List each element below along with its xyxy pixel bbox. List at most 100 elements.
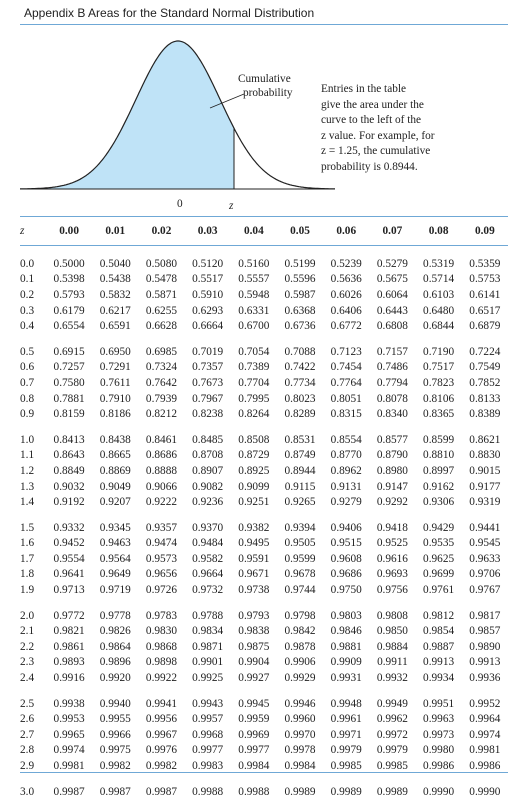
probability-cell: 0.9778 <box>99 609 131 622</box>
probability-cell: 0.9955 <box>99 713 131 726</box>
probability-cell: 0.7517 <box>423 361 455 374</box>
z-value-cell: 1.6 <box>20 537 35 550</box>
z-value-cell: 1.5 <box>20 521 35 534</box>
probability-cell: 0.8264 <box>238 408 270 421</box>
probability-cell: 0.5279 <box>376 257 408 270</box>
probability-cell: 0.9484 <box>192 537 224 550</box>
probability-cell: 0.9332 <box>53 521 85 534</box>
probability-cell: 0.9306 <box>423 496 455 509</box>
probability-cell: 0.7088 <box>284 345 316 358</box>
probability-cell: 0.9706 <box>469 568 501 581</box>
table-row: 3.0 0.9987 0.9987 0.9987 0.9988 0.9988 0.9989 0… <box>20 774 508 799</box>
probability-cell: 0.7324 <box>145 361 177 374</box>
probability-cell: 0.8133 <box>469 392 501 405</box>
probability-cell: 0.5675 <box>376 273 408 286</box>
probability-cell: 0.6628 <box>145 320 177 333</box>
probability-cell: 0.9554 <box>53 552 85 565</box>
probability-cell: 0.9943 <box>192 697 224 710</box>
probability-cell: 0.9981 <box>53 760 85 773</box>
probability-cell: 0.8830 <box>469 449 501 462</box>
table-row: 0.9 0.8159 0.8186 0.8212 0.8238 0.8264 0.8289 0… <box>20 406 508 422</box>
probability-cell: 0.9979 <box>330 744 362 757</box>
probability-cell: 0.9962 <box>376 713 408 726</box>
z-value-cell: 2.2 <box>20 640 35 653</box>
probability-cell: 0.6368 <box>284 304 316 317</box>
header-rule <box>20 24 508 25</box>
probability-cell: 0.8599 <box>423 433 455 446</box>
probability-cell: 0.7673 <box>192 376 224 389</box>
probability-cell: 0.6985 <box>145 345 177 358</box>
probability-cell: 0.8944 <box>284 464 316 477</box>
probability-cell: 0.9854 <box>423 625 455 638</box>
probability-cell: 0.9913 <box>423 656 455 669</box>
probability-cell: 0.9881 <box>330 640 362 653</box>
probability-cell: 0.5910 <box>192 288 224 301</box>
table-row: 2.1 0.9821 0.9826 0.9830 0.9834 0.9838 0.9842 0… <box>20 623 508 639</box>
probability-cell: 0.9838 <box>238 625 270 638</box>
probability-cell: 0.5636 <box>330 273 362 286</box>
probability-cell: 0.9463 <box>99 537 131 550</box>
explanation-line: curve to the left of the <box>321 114 422 127</box>
probability-cell: 0.9292 <box>376 496 408 509</box>
probability-cell: 0.6141 <box>469 288 501 301</box>
probability-cell: 0.9948 <box>330 697 362 710</box>
probability-cell: 0.9953 <box>53 713 85 726</box>
probability-cell: 0.5438 <box>99 273 131 286</box>
probability-cell: 0.9345 <box>99 521 131 534</box>
probability-cell: 0.9830 <box>145 625 177 638</box>
table-row: 0.3 0.6179 0.6217 0.6255 0.6293 0.6331 0.6368 0… <box>20 303 508 319</box>
probability-cell: 0.6808 <box>376 320 408 333</box>
probability-cell: 0.9980 <box>423 744 455 757</box>
table-row: 2.5 0.9938 0.9940 0.9941 0.9943 0.9945 0.9946 0… <box>20 686 508 712</box>
header-row: z 0.00 0.01 0.02 0.03 0.04 0.05 0.06 0.07 0.08 0.0… <box>20 218 508 244</box>
probability-cell: 0.6217 <box>99 304 131 317</box>
probability-cell: 0.9940 <box>99 697 131 710</box>
probability-cell: 0.9987 <box>53 785 85 798</box>
table-row: 0.2 0.5793 0.5832 0.5871 0.5910 0.5948 0.5987 0… <box>20 287 508 303</box>
probability-cell: 0.5120 <box>192 257 224 270</box>
probability-cell: 0.9973 <box>423 728 455 741</box>
probability-cell: 0.9803 <box>330 609 362 622</box>
column-header: 0.06 <box>336 225 357 237</box>
column-header: 0.08 <box>428 225 449 237</box>
probability-cell: 0.6293 <box>192 304 224 317</box>
probability-cell: 0.8810 <box>423 449 455 462</box>
probability-cell: 0.9625 <box>423 552 455 565</box>
table-row: 1.7 0.9554 0.9564 0.9573 0.9582 0.9591 0.9599 0… <box>20 551 508 567</box>
z-value-cell: 0.9 <box>20 408 35 421</box>
probability-cell: 0.7224 <box>469 345 501 358</box>
probability-cell: 0.7611 <box>99 376 131 389</box>
probability-cell: 0.8790 <box>376 449 408 462</box>
table-row: 1.8 0.9641 0.9649 0.9656 0.9664 0.9671 0.9678 0… <box>20 567 508 583</box>
probability-cell: 0.6064 <box>376 288 408 301</box>
probability-cell: 0.6736 <box>284 320 316 333</box>
probability-cell: 0.7549 <box>469 361 501 374</box>
probability-cell: 0.9938 <box>53 697 85 710</box>
probability-cell: 0.6554 <box>53 320 85 333</box>
explanation-line: probability is 0.8944. <box>321 160 418 173</box>
column-header-z: z <box>20 225 25 237</box>
probability-cell: 0.9744 <box>284 584 316 597</box>
probability-cell: 0.9738 <box>238 584 270 597</box>
probability-cell: 0.9713 <box>53 584 85 597</box>
column-header: 0.01 <box>105 225 126 237</box>
probability-cell: 0.9983 <box>192 760 224 773</box>
explanation-line: Entries in the table <box>321 83 407 95</box>
probability-cell: 0.9236 <box>192 496 224 509</box>
probability-cell: 0.6915 <box>53 345 85 358</box>
z-value-label: z <box>228 200 234 212</box>
probability-cell: 0.5714 <box>423 273 455 286</box>
probability-cell: 0.9719 <box>99 584 131 597</box>
probability-cell: 0.5239 <box>330 257 362 270</box>
z-value-cell: 1.3 <box>20 480 35 493</box>
column-header: 0.09 <box>474 225 495 237</box>
probability-cell: 0.9974 <box>53 744 85 757</box>
z-value-cell: 2.5 <box>20 697 35 710</box>
probability-cell: 0.5359 <box>469 257 501 270</box>
probability-cell: 0.7881 <box>53 392 85 405</box>
probability-cell: 0.5948 <box>238 288 270 301</box>
probability-cell: 0.9949 <box>376 697 408 710</box>
probability-cell: 0.5557 <box>238 273 270 286</box>
probability-cell: 0.5160 <box>238 257 270 270</box>
z-value-cell: 0.2 <box>20 288 35 301</box>
